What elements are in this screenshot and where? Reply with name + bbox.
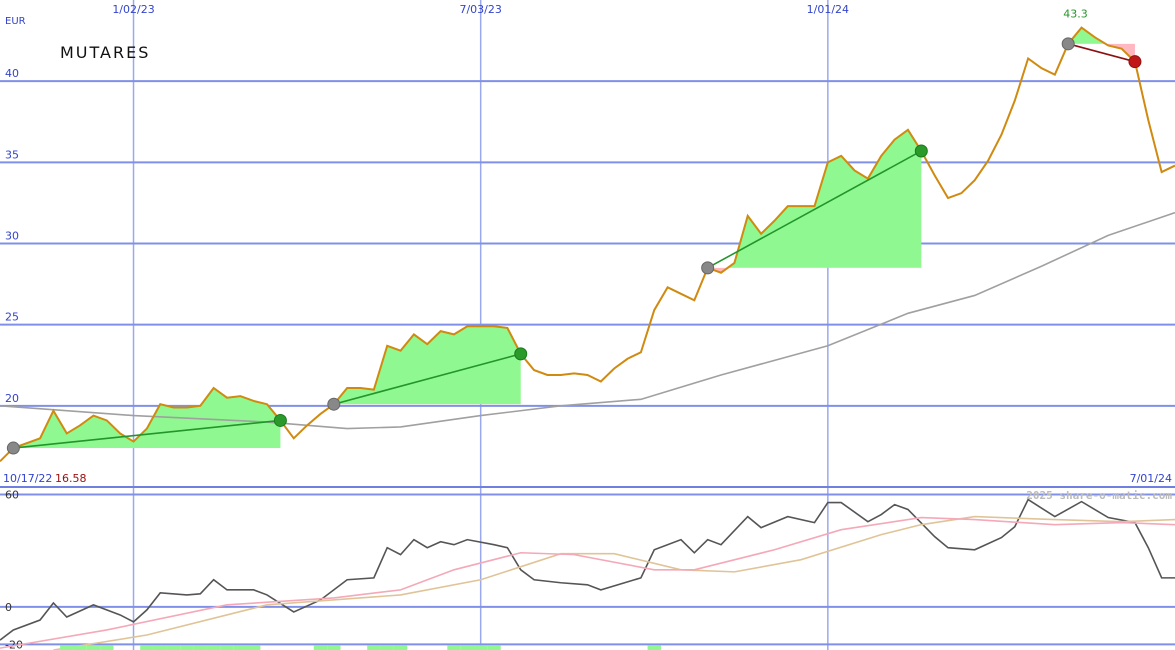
x-tick-label: 1/02/23 [112, 3, 154, 16]
exit-dot [914, 144, 928, 158]
exit-dot [1128, 55, 1142, 69]
exit-dot [273, 413, 287, 427]
entry-dot [6, 441, 20, 455]
histogram-bar [100, 645, 114, 650]
y-tick-label: 40 [5, 67, 19, 80]
chart-title: MUTARES [60, 43, 150, 62]
trade-line [13, 419, 281, 449]
series-line [0, 498, 1175, 641]
x-tick-label: 7/03/23 [459, 3, 501, 16]
trade-loss-area [333, 404, 521, 405]
entry-dot [327, 397, 341, 411]
histogram-bar [247, 645, 261, 650]
histogram-bar [474, 645, 488, 650]
histogram-bar [73, 645, 87, 650]
histogram-bar [647, 645, 661, 650]
trade-line [707, 150, 922, 269]
histogram-bar [86, 645, 101, 650]
y-tick-label: 30 [5, 230, 19, 243]
histogram-bar [327, 645, 341, 650]
histogram-bar [393, 645, 408, 650]
start-date: 10/17/22 [3, 472, 52, 485]
unit-label: EUR [5, 16, 26, 27]
series-line [0, 211, 1175, 430]
x-tick-label: 1/01/24 [807, 3, 849, 16]
y-tick-label: 25 [5, 311, 19, 324]
panel: 60 0 -20 [0, 487, 1175, 650]
histogram-bar [367, 645, 381, 650]
y-tick-label: 0 [5, 601, 12, 614]
watermark: 2025 share-o-matic.com [1026, 489, 1172, 502]
trade-line [1067, 43, 1136, 63]
entry-dot [1061, 37, 1075, 51]
entry-dot [701, 261, 715, 275]
histogram-bar [60, 645, 74, 650]
series-line [53, 515, 1175, 650]
histogram-bar [206, 645, 221, 650]
exit-dot [514, 347, 528, 361]
histogram-bar [233, 645, 248, 650]
trade-loss-area [1105, 43, 1135, 62]
high-value-label: 43.3 [1063, 8, 1088, 21]
histogram-bar [193, 645, 207, 650]
start-value-label: 16.58 [55, 472, 87, 485]
end-date: 7/01/24 [1130, 472, 1172, 485]
histogram-bar [313, 645, 328, 650]
trade-gain-area [707, 129, 922, 268]
trade-line [333, 353, 521, 405]
histogram-bar [180, 645, 194, 650]
histogram-bar [380, 645, 394, 650]
y-tick-label: 35 [5, 148, 19, 161]
histogram-bar [487, 645, 501, 650]
histogram-bar [220, 645, 234, 650]
histogram-bar [153, 645, 167, 650]
series-line [0, 26, 1175, 463]
y-tick-label: 60 [5, 488, 19, 501]
trade-gain-area [333, 326, 521, 405]
y-tick-label: 20 [5, 392, 19, 405]
trade-gain-area [13, 387, 281, 449]
histogram-bar [460, 645, 475, 650]
histogram-bar [166, 645, 181, 650]
trade-gain-area [1068, 27, 1135, 44]
series-line [0, 516, 1175, 649]
histogram-bar [447, 645, 461, 650]
histogram-bar [140, 645, 154, 650]
y-tick-label: -20 [5, 638, 23, 650]
panel: 1/02/23 7/03/23 1/01/24 20 25 30 35 40 16.58 43.3 [0, 0, 1175, 487]
